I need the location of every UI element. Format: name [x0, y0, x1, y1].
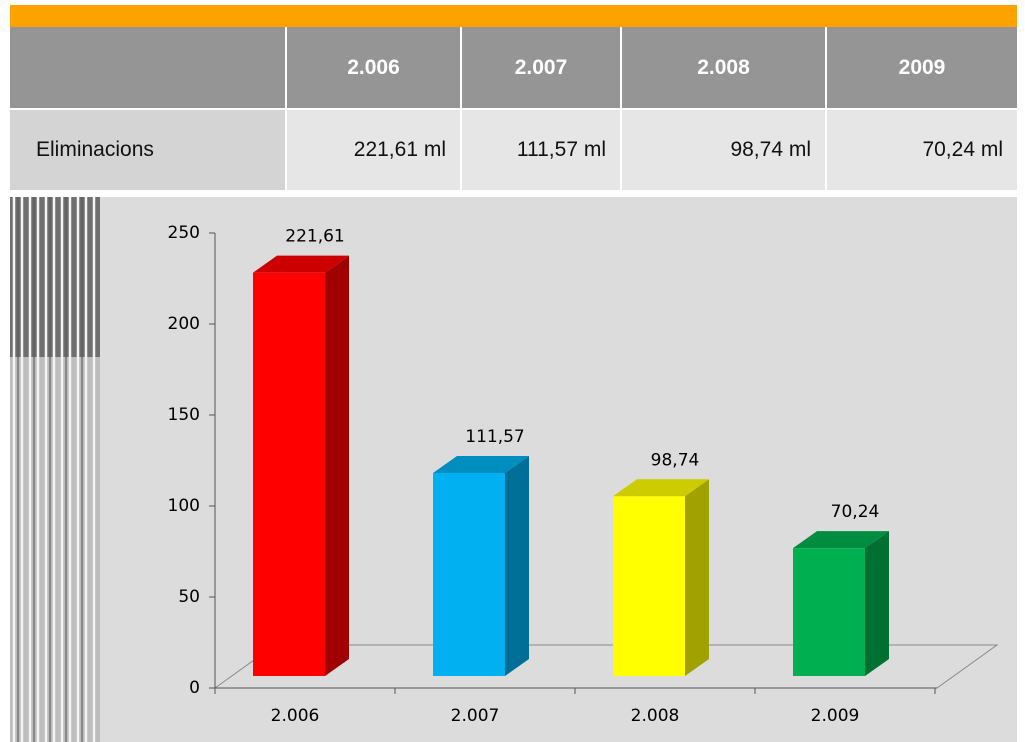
data-label: 98,74	[651, 450, 700, 470]
bar	[253, 273, 325, 676]
bar	[613, 496, 685, 676]
data-label: 111,57	[465, 427, 524, 447]
wire-image	[10, 197, 100, 742]
bar-side	[685, 479, 709, 676]
y-tick-label: 100	[168, 496, 200, 516]
x-tick-label: 2.007	[451, 706, 500, 726]
bar	[793, 548, 865, 676]
data-label: 221,61	[285, 227, 344, 247]
y-tick-label: 200	[168, 314, 200, 334]
x-tick-label: 2.009	[811, 706, 860, 726]
y-tick-label: 150	[168, 405, 200, 425]
bar-side	[505, 456, 529, 676]
y-tick-label: 0	[189, 678, 200, 698]
chart: 0501001502002502.006221,612.007111,572.0…	[0, 0, 1025, 742]
x-tick-label: 2.006	[271, 706, 320, 726]
x-tick-label: 2.008	[631, 706, 680, 726]
bar	[433, 473, 505, 676]
data-label: 70,24	[831, 502, 880, 522]
page: 2.006 2.007 2.008 2009 Eliminacions 221,…	[0, 0, 1025, 742]
bar-side	[865, 531, 889, 676]
bar-side	[325, 256, 349, 676]
y-tick-label: 250	[168, 223, 200, 243]
y-tick-label: 50	[178, 587, 200, 607]
